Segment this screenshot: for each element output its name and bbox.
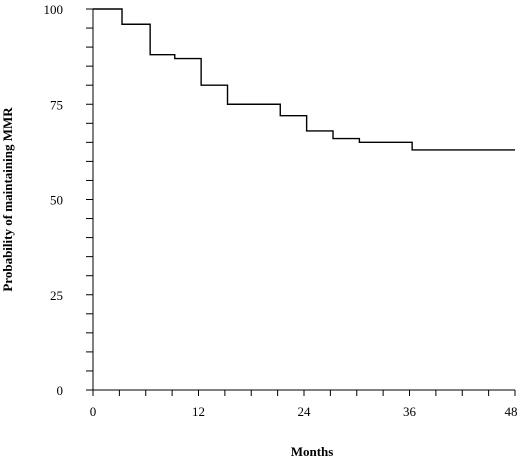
x-tick-label: 12 — [192, 404, 205, 419]
x-tick-label: 36 — [403, 404, 417, 419]
y-tick-label: 75 — [50, 97, 63, 112]
y-tick-label: 50 — [50, 193, 63, 208]
y-axis-title: Probability of maintaining MMR — [0, 107, 15, 292]
y-tick-label: 0 — [57, 383, 64, 398]
x-tick-label: 24 — [298, 404, 312, 419]
x-axis-title: Months — [291, 444, 334, 459]
survival-step-line — [93, 8, 515, 151]
y-tick-label: 100 — [44, 2, 64, 17]
x-tick-label: 0 — [90, 404, 97, 419]
axis-ticks — [86, 8, 516, 396]
x-tick-label: 48 — [505, 404, 518, 419]
tick-labels: 0 25 50 75 100 0 12 24 36 48 — [44, 2, 518, 419]
y-tick-label: 25 — [50, 288, 63, 303]
